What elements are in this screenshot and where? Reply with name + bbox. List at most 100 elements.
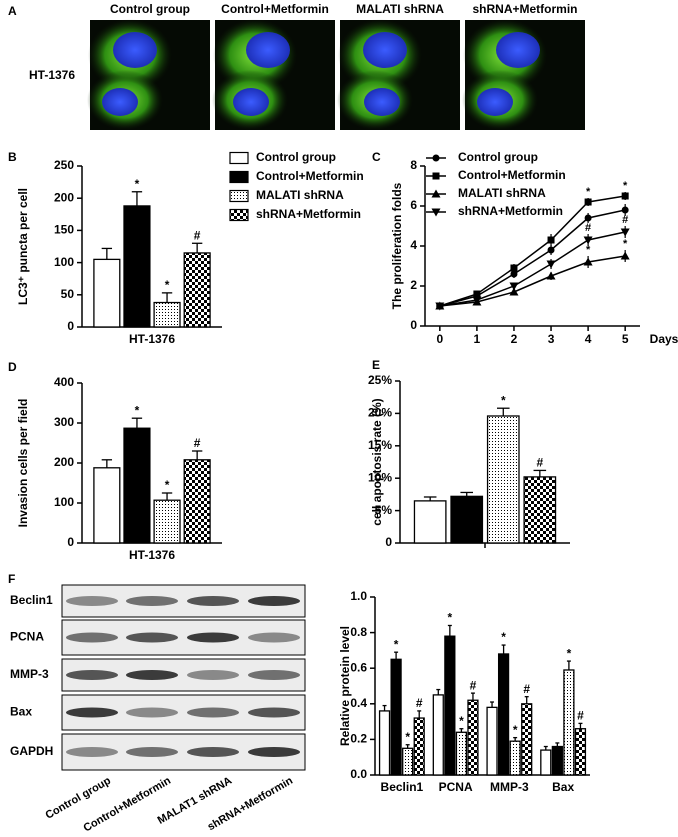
band bbox=[248, 747, 300, 757]
bar bbox=[450, 495, 484, 544]
significance-mark: # bbox=[416, 696, 423, 710]
significance-mark: * bbox=[448, 611, 453, 625]
legend-swatch bbox=[229, 151, 249, 165]
y-tick-label: 20% bbox=[368, 406, 392, 420]
legend-label: Control group bbox=[256, 150, 336, 164]
band bbox=[66, 707, 118, 718]
y-tick-label: 4 bbox=[410, 238, 417, 252]
band bbox=[187, 670, 239, 680]
y-tick-label: 150 bbox=[54, 223, 74, 237]
band bbox=[187, 596, 239, 606]
point bbox=[510, 270, 518, 278]
band bbox=[126, 632, 178, 643]
legend-label: Control group bbox=[458, 150, 538, 164]
band bbox=[187, 707, 239, 718]
y-axis-label: cell apoptosis rate (%) bbox=[370, 398, 384, 525]
significance-mark: # bbox=[585, 222, 591, 234]
x-tick-label: 3 bbox=[548, 332, 555, 346]
x-tick-label: HT-1376 bbox=[129, 332, 175, 346]
panel-letter: A bbox=[8, 4, 17, 18]
bar bbox=[183, 459, 211, 544]
point bbox=[435, 302, 445, 311]
bar bbox=[523, 476, 557, 544]
y-tick-label: 25% bbox=[368, 373, 392, 387]
row-label: HT-1376 bbox=[29, 68, 75, 82]
point bbox=[583, 257, 593, 266]
y-tick-label: 15% bbox=[368, 438, 392, 452]
x-tick-label: 0 bbox=[436, 332, 443, 346]
y-axis-label: Invasion cells per field bbox=[16, 399, 30, 528]
point bbox=[620, 251, 630, 260]
panel-letter: F bbox=[8, 572, 15, 586]
legend-marker bbox=[432, 154, 440, 162]
x-tick-label: PCNA bbox=[439, 780, 473, 794]
bar bbox=[390, 658, 402, 776]
y-tick-label: 100 bbox=[54, 495, 74, 509]
bar bbox=[455, 731, 468, 776]
point bbox=[546, 260, 556, 269]
series-line bbox=[439, 209, 626, 307]
y-tick-label: 0.2 bbox=[350, 732, 367, 746]
nucleus bbox=[364, 88, 400, 116]
protein-label: GAPDH bbox=[10, 744, 53, 758]
y-tick-label: 300 bbox=[54, 415, 74, 429]
y-axis-label: LC3⁺ puncta per cell bbox=[16, 188, 30, 305]
x-tick-label: 5 bbox=[622, 332, 629, 346]
legend-label: MALATI shRNA bbox=[458, 186, 546, 200]
y-tick-label: 8 bbox=[410, 158, 417, 172]
bar bbox=[402, 747, 414, 776]
y-tick-label: 2 bbox=[410, 278, 417, 292]
point bbox=[509, 282, 519, 291]
y-tick-label: 5% bbox=[375, 503, 393, 517]
y-tick-label: 0.6 bbox=[350, 660, 367, 674]
x-axis-label: Days bbox=[650, 332, 678, 346]
bar bbox=[93, 258, 121, 328]
bar bbox=[153, 301, 181, 328]
panel-letter: B bbox=[8, 150, 17, 164]
legend-label: Control+Metformin bbox=[458, 168, 566, 182]
point bbox=[546, 271, 556, 280]
nucleus bbox=[102, 88, 138, 116]
significance-mark: * bbox=[165, 478, 170, 492]
point bbox=[547, 236, 555, 244]
band bbox=[126, 707, 178, 718]
series-line bbox=[439, 231, 626, 307]
series-line bbox=[439, 195, 626, 307]
band bbox=[248, 632, 300, 643]
nucleus bbox=[246, 32, 290, 68]
y-tick-label: 6 bbox=[410, 198, 417, 212]
bar bbox=[551, 745, 563, 776]
protein-label: PCNA bbox=[10, 630, 44, 644]
bar bbox=[497, 653, 510, 776]
x-tick-label: 4 bbox=[585, 332, 592, 346]
bar bbox=[413, 717, 425, 776]
legend-marker bbox=[431, 208, 441, 217]
y-tick-label: 0.0 bbox=[350, 767, 367, 781]
protein-label: Bax bbox=[10, 705, 32, 719]
panel-letter: C bbox=[372, 150, 381, 164]
x-tick-label: Beclin1 bbox=[381, 780, 424, 794]
y-tick-label: 0.8 bbox=[350, 625, 367, 639]
y-tick-label: 400 bbox=[54, 375, 74, 389]
y-tick-label: 1.0 bbox=[350, 589, 367, 603]
panel-letter: E bbox=[372, 358, 380, 372]
y-tick-label: 50 bbox=[61, 287, 75, 301]
legend-swatch bbox=[229, 189, 249, 203]
significance-mark: # bbox=[523, 682, 530, 696]
legend-swatch bbox=[229, 170, 249, 184]
band bbox=[126, 747, 178, 757]
significance-mark: # bbox=[622, 214, 628, 226]
band bbox=[126, 596, 178, 606]
bar bbox=[123, 205, 151, 328]
legend-label: shRNA+Metformin bbox=[256, 207, 361, 221]
point bbox=[621, 192, 629, 200]
y-tick-label: 200 bbox=[54, 190, 74, 204]
bar bbox=[563, 669, 575, 776]
point bbox=[472, 296, 482, 305]
significance-mark: * bbox=[501, 630, 506, 644]
significance-mark: * bbox=[165, 278, 170, 292]
significance-mark: * bbox=[394, 637, 399, 651]
point bbox=[509, 287, 519, 296]
nucleus bbox=[113, 32, 157, 68]
bar bbox=[378, 710, 391, 776]
